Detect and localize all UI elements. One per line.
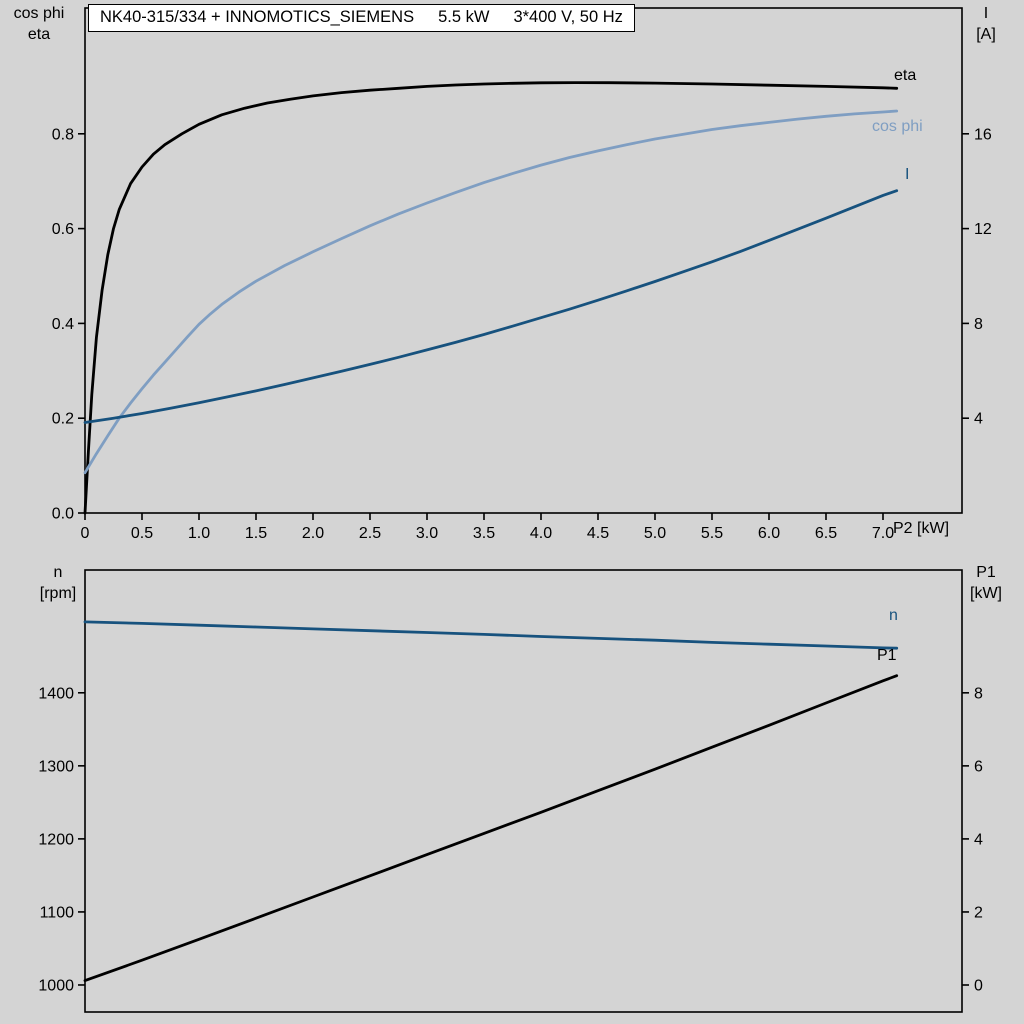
x-axis-tick-label: 6.5: [815, 525, 837, 542]
left-axis-tick-label: 0.4: [52, 316, 74, 333]
x-axis-tick-label: 0.5: [131, 525, 153, 542]
input-power-axis-unit: [kW]: [970, 585, 1002, 602]
current-axis-label: I: [983, 5, 989, 22]
series-line-P1: [83, 674, 899, 982]
supply-voltage-frequency: 3*400 V, 50 Hz: [513, 8, 623, 26]
left-axis-tick-label: 0.8: [52, 126, 74, 143]
rated-power: 5.5 kW: [438, 8, 490, 26]
top-left-axis-label: cos phi eta: [6, 3, 72, 45]
right-axis-tick-label: 12: [974, 221, 992, 238]
left-axis-tick-label: 0.2: [52, 411, 74, 428]
input-power-axis-label: P1: [976, 564, 996, 581]
eta-axis-label: eta: [27, 26, 51, 43]
right-axis-tick-label: 4: [974, 831, 983, 848]
pump-motor-model: NK40-315/334 + INNOMOTICS_SIEMENS: [100, 8, 415, 26]
right-axis-tick-label: 4: [974, 411, 983, 428]
series-line-cos-phi: [83, 109, 899, 475]
right-axis-tick-label: 2: [974, 904, 983, 921]
left-axis-tick-label: 0.0: [52, 506, 74, 523]
right-axis-tick-label: 16: [974, 126, 992, 143]
speed-axis-unit: [rpm]: [39, 585, 77, 602]
x-axis-tick-label: 5.0: [644, 525, 666, 542]
x-axis-tick-label: 6.0: [758, 525, 780, 542]
left-axis-tick-label: 1100: [40, 904, 75, 921]
top-right-axis-label: I [A]: [958, 3, 1014, 45]
bottom-right-axis-label: P1 [kW]: [954, 562, 1018, 604]
x-axis-label: P2 [kW]: [893, 520, 950, 537]
input-power-curve-label: P1: [877, 647, 897, 664]
left-axis-tick-label: 1300: [38, 758, 74, 775]
x-axis-tick-label: 5.5: [701, 525, 723, 542]
left-axis-tick-label: 0.6: [52, 221, 74, 238]
speed-axis-label: n: [53, 564, 63, 581]
current-axis-unit: [A]: [976, 26, 996, 43]
x-axis-tick-label: 1.5: [245, 525, 267, 542]
cos-phi-curve-label: cos phi: [872, 118, 923, 135]
x-axis-tick-label: 0: [81, 525, 90, 542]
right-axis-tick-label: 8: [974, 316, 983, 333]
series-line-I: [83, 189, 899, 424]
current-curve-label: I: [905, 166, 910, 183]
left-axis-tick-label: 1000: [38, 977, 74, 994]
speed-curve-label: n: [889, 607, 898, 624]
cos-phi-axis-label: cos phi: [13, 5, 65, 22]
right-axis-tick-label: 8: [974, 685, 983, 702]
series-line-n: [83, 620, 899, 650]
right-axis-tick-label: 6: [974, 758, 983, 775]
chart-title: NK40-315/334 + INNOMOTICS_SIEMENS 5.5 kW…: [88, 4, 635, 32]
x-axis-tick-label: 1.0: [188, 525, 210, 542]
x-axis-tick-label: 2.5: [359, 525, 381, 542]
series-line-eta: [83, 81, 899, 515]
left-axis-tick-label: 1200: [38, 831, 74, 848]
eta-curve-label: eta: [894, 67, 917, 84]
x-axis-tick-label: 7.0: [872, 525, 894, 542]
x-axis-tick-label: 3.0: [416, 525, 438, 542]
panel-bottom-border: [84, 569, 963, 1013]
x-axis-tick-label: 4.0: [530, 525, 552, 542]
bottom-left-axis-label: n [rpm]: [28, 562, 88, 604]
right-axis-tick-label: 0: [974, 977, 983, 994]
x-axis-tick-label: 3.5: [473, 525, 495, 542]
x-axis-tick-label: 4.5: [587, 525, 609, 542]
x-axis-tick-label: 2.0: [302, 525, 324, 542]
left-axis-tick-label: 1400: [38, 685, 74, 702]
